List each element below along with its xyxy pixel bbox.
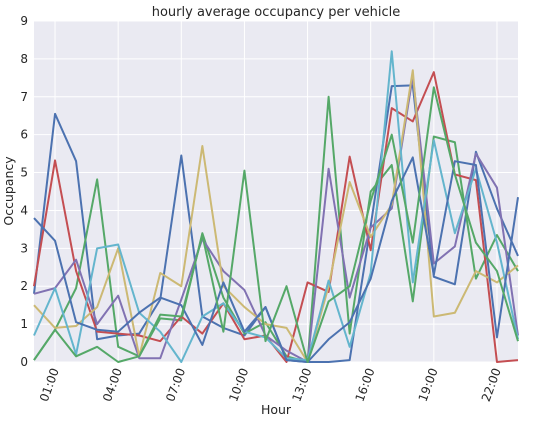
x-tick-label: 13:00: [289, 366, 314, 403]
x-tick-label: 10:00: [226, 366, 251, 403]
x-tick-label: 22:00: [479, 366, 504, 403]
y-tick-label: 3: [20, 241, 28, 255]
series-line-2: [33, 95, 519, 363]
y-tick-labels: 0 1 2 3 4 5 6 7 8 9: [20, 14, 28, 369]
y-tick-label: 9: [20, 14, 28, 28]
y-tick-label: 0: [20, 355, 28, 369]
series-line-8: [33, 86, 519, 363]
plot-background: [34, 21, 518, 362]
x-tick-label: 01:00: [37, 366, 62, 403]
chart-title: hourly average occupancy per vehicle: [152, 5, 401, 20]
y-axis-title: Occupancy: [1, 156, 16, 226]
series-line-6: [33, 50, 519, 363]
series-lines: [33, 50, 519, 363]
y-tick-label: 7: [20, 90, 28, 104]
x-tick-label: 19:00: [416, 366, 441, 403]
x-axis-title: Hour: [261, 402, 292, 417]
series-line-7: [33, 156, 519, 363]
y-tick-label: 4: [20, 203, 28, 217]
grid: [34, 20, 518, 363]
x-tick-labels: 01:00 04:00 07:00 10:00 13:00 16:00 19:00 22:00: [37, 366, 504, 403]
y-tick-label: 1: [20, 317, 28, 331]
y-tick-label: 2: [20, 279, 28, 293]
series-line-5: [33, 69, 519, 363]
y-tick-label: 8: [20, 52, 28, 66]
x-tick-label: 16:00: [353, 366, 378, 403]
y-tick-label: 5: [20, 166, 28, 180]
x-tick-label: 07:00: [163, 366, 188, 403]
y-tick-label: 6: [20, 128, 28, 142]
x-tick-label: 04:00: [100, 366, 125, 403]
